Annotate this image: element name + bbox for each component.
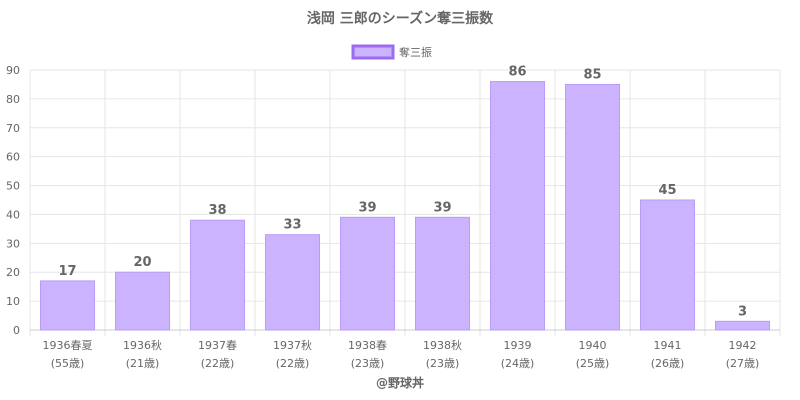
data-label: 85 [583,67,601,82]
data-labels: 17 20 38 33 39 39 86 85 45 3 [58,65,747,320]
y-tick-label: 90 [6,64,20,77]
x-tick-label: 1939 [504,339,532,352]
bar [40,280,95,331]
chart-title: 浅岡 三郎のシーズン奪三振数 [307,10,494,27]
data-label: 86 [508,65,526,80]
y-tick-label: 30 [6,237,20,250]
legend: 奪三振 [351,44,432,60]
data-label: 38 [208,203,226,218]
bar [340,216,395,331]
data-label: 45 [658,183,676,198]
y-tick-label: 10 [6,295,20,308]
x-tick-age-label: (26歳) [651,357,685,370]
bar [190,219,245,331]
x-tick-label: 1937春 [198,339,237,352]
x-tick-label: 1936秋 [123,338,162,352]
y-tick-label: 40 [6,208,20,221]
x-tick-age-label: (23歳) [351,357,385,370]
x-tick-label: 1938秋 [423,338,462,352]
y-tick-label: 80 [6,93,20,106]
bar [640,199,695,331]
y-tick-label: 0 [13,324,20,337]
x-tick-age-label: (23歳) [426,357,460,370]
credit-text: @野球丼 [376,375,424,390]
y-axis: 0 10 20 30 40 50 60 70 80 90 [6,64,20,337]
y-tick-label: 60 [6,151,20,164]
y-tick-label: 50 [6,180,20,193]
x-tick-age-label: (22歳) [276,357,310,370]
bar [265,234,320,331]
x-tick-label: 1936春夏 [43,339,93,352]
x-tick-age-label: (55歳) [51,357,85,370]
y-tick-label: 20 [6,266,20,279]
x-tick-age-label: (27歳) [726,357,760,370]
bars [40,81,770,331]
data-label: 39 [358,200,376,215]
legend-label: 奪三振 [399,45,432,59]
x-tick-age-label: (24歳) [501,357,535,370]
x-tick-label: 1938春 [348,339,387,352]
x-tick-label: 1941 [654,339,682,352]
data-label: 3 [738,304,747,319]
x-tick-label: 1937秋 [273,338,312,352]
x-tick-label: 1940 [579,339,607,352]
bar [115,271,170,331]
x-tick-age-label: (25歳) [576,357,610,370]
data-label: 33 [283,218,301,233]
y-tick-label: 70 [6,122,20,135]
x-axis: 1936春夏 (55歳) 1936秋 (21歳) 1937春 (22歳) 1937秋 (22歳… [43,338,760,370]
data-label: 39 [433,200,451,215]
x-tick-label: 1942 [729,339,757,352]
data-label: 20 [133,255,151,270]
x-tick-age-label: (22歳) [201,357,235,370]
legend-swatch [351,44,395,60]
x-tick-age-label: (21歳) [126,357,160,370]
data-label: 17 [58,264,76,279]
bar [490,81,545,331]
bar [565,83,620,331]
bar [715,320,770,331]
bar [415,216,470,331]
